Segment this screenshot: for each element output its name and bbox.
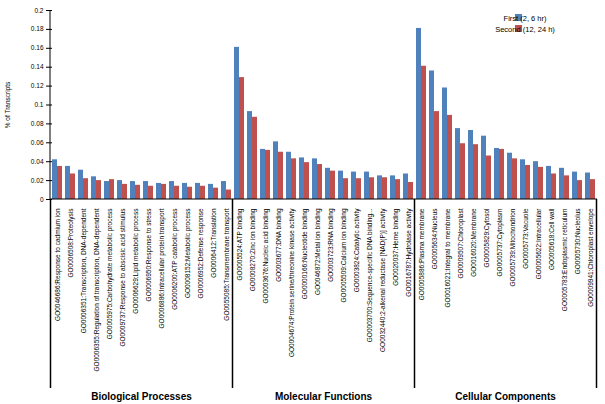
- svg-text:GO0016021:Integral to membrane: GO0016021:Integral to membrane: [444, 208, 452, 307]
- svg-text:Cellular Components: Cellular Components: [455, 391, 556, 402]
- svg-text:0.2: 0.2: [34, 7, 43, 14]
- svg-text:Biological Processes: Biological Processes: [91, 391, 192, 402]
- svg-text:0.1: 0.1: [34, 101, 43, 108]
- svg-text:GO0006351:Transcription, DNA-d: GO0006351:Transcription, DNA-dependent: [80, 208, 88, 333]
- svg-text:GO0016787:Hydrolase activity: GO0016787:Hydrolase activity: [405, 208, 413, 297]
- svg-text:GO0005509:Calcium ion binding: GO0005509:Calcium ion binding: [340, 208, 348, 302]
- svg-text:GO0008152:Metabolic process: GO0008152:Metabolic process: [184, 208, 192, 298]
- svg-text:0.06: 0.06: [31, 139, 44, 146]
- svg-text:Molecular Functions: Molecular Functions: [275, 391, 373, 402]
- svg-text:GO0005524:ATP binding: GO0005524:ATP binding: [236, 208, 244, 280]
- svg-text:GO0005886:Plasma membrane: GO0005886:Plasma membrane: [418, 208, 425, 300]
- svg-text:0: 0: [40, 196, 44, 203]
- svg-text:GO0006952:Defense response: GO0006952:Defense response: [197, 208, 205, 298]
- svg-text:GO0005730:Nucleolus: GO0005730:Nucleolus: [574, 208, 581, 275]
- svg-text:0.12: 0.12: [31, 82, 44, 89]
- svg-text:GO0005737:Cytoplasm: GO0005737:Cytoplasm: [496, 209, 504, 277]
- svg-text:GO0006950:Response to stress: GO0006950:Response to stress: [145, 208, 153, 302]
- svg-text:0.02: 0.02: [31, 177, 44, 184]
- svg-text:GO0005829:Cytosol: GO0005829:Cytosol: [483, 208, 491, 267]
- svg-text:GO0006886:Intracellular protei: GO0006886:Intracellular protein transpor…: [158, 208, 166, 328]
- svg-text:GO0006200:ATP catabolic proces: GO0006200:ATP catabolic process: [171, 208, 179, 310]
- svg-text:GO0009737:Response to abscisic: GO0009737:Response to abscisic acid stim…: [119, 208, 127, 347]
- svg-text:0.14: 0.14: [31, 63, 44, 70]
- svg-text:GO0003723:RNA binding: GO0003723:RNA binding: [327, 208, 335, 282]
- svg-text:GO0020037:Heme binding: GO0020037:Heme binding: [392, 208, 400, 286]
- svg-text:GO0055085:Transmembrane transp: GO0055085:Transmembrane transport: [223, 208, 231, 320]
- svg-text:GO0046872:Metal ion binding: GO0046872:Metal ion binding: [314, 208, 322, 295]
- svg-text:GO0005634:Nucleus: GO0005634:Nucleus: [431, 208, 438, 269]
- svg-text:GO0005975:Carbohydrate metabol: GO0005975:Carbohydrate metabolic process: [106, 208, 114, 340]
- svg-text:% of Transcripts: % of Transcripts: [4, 81, 12, 128]
- svg-text:GO0006629:Lipid metabolic proc: GO0006629:Lipid metabolic process: [132, 208, 140, 314]
- svg-text:GO0004674:Protein serine/threo: GO0004674:Protein serine/threonine kinas…: [288, 208, 296, 357]
- svg-text:GO0005739:Mitochondrion: GO0005739:Mitochondrion: [509, 208, 516, 286]
- svg-text:GO0000166:Nucleotide binding: GO0000166:Nucleotide binding: [301, 208, 309, 299]
- svg-text:GO0008270:Zinc ion binding: GO0008270:Zinc ion binding: [249, 208, 257, 291]
- svg-text:0.08: 0.08: [31, 120, 44, 127]
- svg-text:GO0003700:Sequence-specific DN: GO0003700:Sequence-specific DNA binding.…: [366, 208, 374, 342]
- svg-text:GO0006355:Regulation of transc: GO0006355:Regulation of transcription, D…: [93, 208, 101, 371]
- svg-text:GO0003677:DNA binding: GO0003677:DNA binding: [275, 208, 283, 282]
- svg-text:0.16: 0.16: [31, 44, 44, 51]
- svg-text:First (2, 6 hr): First (2, 6 hr): [504, 14, 547, 23]
- svg-text:GO0032440:2-alkenal reductase: GO0032440:2-alkenal reductase [NAD(P)] a…: [379, 208, 387, 352]
- svg-text:Second (12, 24 h): Second (12, 24 h): [495, 25, 555, 34]
- svg-text:GO0005783:Endoplasmic reticulu: GO0005783:Endoplasmic reticulum: [561, 209, 569, 312]
- svg-text:GO0016020:Membrane: GO0016020:Membrane: [470, 208, 477, 277]
- svg-text:GO0006508:Proteolysis: GO0006508:Proteolysis: [67, 208, 75, 278]
- svg-text:GO0005773:Vacuole: GO0005773:Vacuole: [522, 208, 529, 269]
- svg-text:GO0003676:Nucleic acid binding: GO0003676:Nucleic acid binding: [262, 208, 270, 303]
- svg-text:0.04: 0.04: [31, 158, 44, 165]
- svg-text:GO0003824:Catalytic activity: GO0003824:Catalytic activity: [353, 208, 361, 293]
- svg-text:GO0006412:Translation: GO0006412:Translation: [210, 208, 217, 278]
- svg-text:GO0005622:Intracellular: GO0005622:Intracellular: [535, 208, 542, 280]
- svg-text:GO0046686:Response to cadmium: GO0046686:Response to cadmium ion: [54, 208, 62, 321]
- svg-text:0.18: 0.18: [31, 25, 44, 32]
- svg-text:GO0009941:Chloroplast envelope: GO0009941:Chloroplast envelope: [587, 208, 595, 307]
- svg-text:GO0009507:Chloroplast: GO0009507:Chloroplast: [457, 208, 465, 278]
- svg-text:GO0005618:Cell wall: GO0005618:Cell wall: [548, 208, 555, 270]
